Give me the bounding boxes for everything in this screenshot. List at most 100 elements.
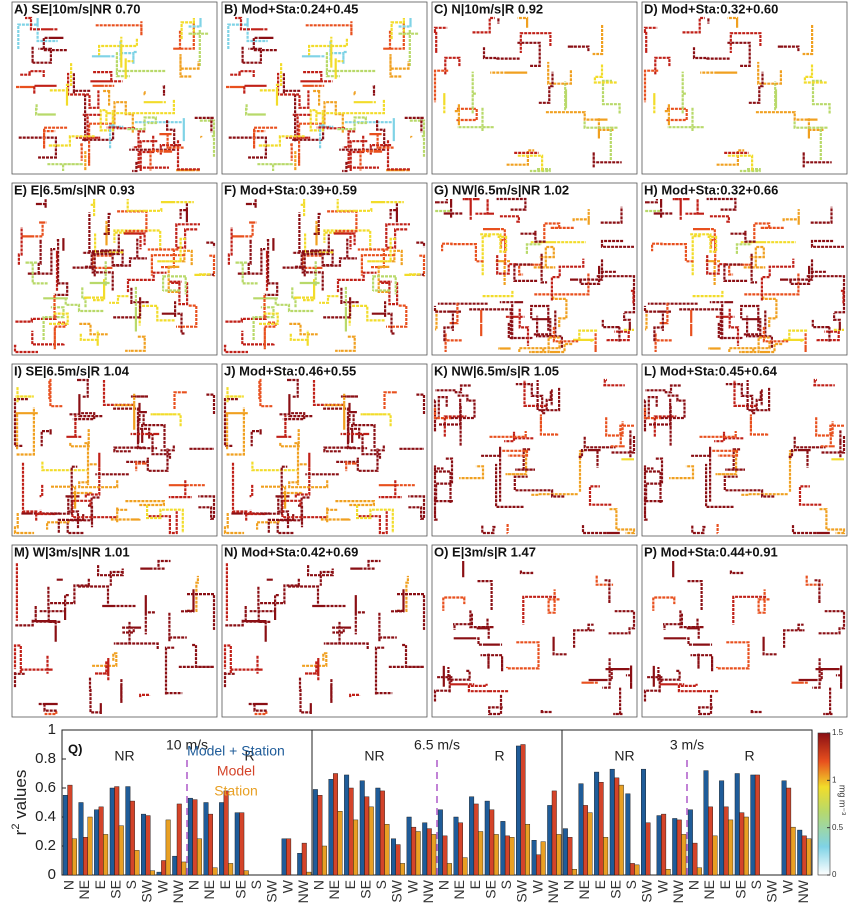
x-tick-label: E [92, 880, 108, 889]
map-panel: C) N|10m/s|R 0.92 [432, 2, 637, 174]
bar [724, 807, 729, 875]
bar [213, 868, 218, 875]
bar [427, 829, 432, 875]
bar [103, 834, 108, 875]
map-panel: P) Mod+Sta:0.44+0.91 [642, 545, 847, 717]
x-tick-label: W [654, 879, 670, 893]
x-tick-label: NE [326, 880, 342, 899]
road [354, 92, 355, 94]
map-panel: B) Mod+Sta:0.24+0.45 [222, 2, 427, 174]
map-panel: F) Mod+Sta:0.39+0.59 [222, 183, 427, 355]
bar [641, 769, 646, 875]
bar [244, 871, 249, 875]
bar [422, 823, 427, 875]
bar [786, 788, 791, 875]
bar [344, 775, 349, 875]
bar [228, 863, 233, 875]
bar [536, 855, 541, 875]
y-tick-label: 0.4 [35, 808, 56, 825]
bar [172, 856, 177, 875]
bar [735, 774, 740, 876]
bar [360, 781, 365, 875]
x-tick-label: E [592, 880, 608, 889]
map-panel: M) W|3m/s|NR 1.01 [12, 545, 217, 717]
subgroup-label: R [744, 748, 754, 764]
bar [494, 834, 499, 875]
x-tick-label: S [748, 880, 764, 889]
y-axis-label: r2 values [10, 770, 31, 836]
bar [454, 817, 459, 875]
x-tick-label: SW [264, 879, 280, 902]
bar [240, 813, 245, 875]
bar [626, 794, 631, 875]
figure: A) SE|10m/s|NR 0.70B) Mod+Sta:0.24+0.45C… [0, 0, 848, 905]
panel-frame [432, 183, 637, 355]
panel-title: P) Mod+Sta:0.44+0.91 [644, 545, 778, 560]
x-tick-label: NE [76, 880, 92, 899]
x-tick-label: N [61, 880, 77, 890]
bar [150, 871, 155, 875]
bar [297, 853, 302, 875]
bar [485, 801, 490, 875]
page: {"panels": ["A) SE|10m/s|NR 0.70", "B) M… [0, 0, 848, 905]
bar [135, 850, 140, 875]
bar [458, 823, 463, 875]
bar [704, 771, 709, 875]
map-panel: N) Mod+Sta:0.42+0.69 [222, 545, 427, 717]
bar [110, 788, 115, 875]
x-tick-label: W [279, 879, 295, 893]
panel-title: J) Mod+Sta:0.46+0.55 [224, 364, 356, 379]
panel-title: N) Mod+Sta:0.42+0.69 [224, 545, 358, 560]
x-tick-label: S [373, 880, 389, 889]
bar [516, 746, 521, 875]
x-tick-label: W [779, 879, 795, 893]
bar [193, 800, 198, 875]
bar [365, 797, 370, 875]
bar [619, 785, 624, 875]
x-tick-label: S [248, 880, 264, 889]
bar [224, 791, 229, 875]
colorbar-tick-label: 1.5 [832, 728, 844, 737]
panel-frame [432, 2, 637, 174]
bar [579, 784, 584, 875]
bar [146, 816, 151, 875]
bar [400, 863, 405, 875]
panel-title: M) W|3m/s|NR 1.01 [14, 545, 130, 560]
bar [166, 820, 171, 875]
bar [411, 827, 416, 875]
colorbar-tick-label: 1 [832, 775, 837, 784]
road [404, 274, 420, 275]
x-tick-label: SW [139, 879, 155, 902]
bar [177, 804, 182, 875]
map-panel: E) E|6.5m/s|NR 0.93 [12, 183, 217, 355]
road [144, 92, 145, 94]
colorbar-tick-label: 0.5 [832, 823, 844, 832]
panel-frame [642, 364, 847, 536]
subgroup-label: NR [364, 748, 384, 764]
panel-frame [642, 2, 847, 174]
bar [157, 872, 162, 875]
panel-title: O) E|3m/s|R 1.47 [434, 545, 536, 560]
bar [610, 769, 615, 875]
x-tick-label: S [123, 880, 139, 889]
road [194, 274, 210, 275]
panel-title: L) Mod+Sta:0.45+0.64 [644, 364, 778, 379]
bar [713, 836, 718, 875]
bar [510, 837, 515, 875]
y-tick-label: 0.2 [35, 837, 56, 854]
bar [682, 834, 687, 875]
panel-frame [12, 2, 217, 174]
x-tick-label: SW [514, 879, 530, 902]
bar [219, 803, 224, 876]
x-tick-label: NE [201, 880, 217, 899]
bar [353, 820, 358, 875]
x-tick-label: NE [576, 880, 592, 899]
bar [318, 795, 323, 875]
x-tick-label: NW [545, 879, 561, 903]
bar [385, 824, 390, 875]
bar [407, 817, 412, 875]
bar [235, 813, 240, 875]
x-tick-label: NW [795, 879, 811, 903]
bar [521, 745, 526, 876]
bar [197, 839, 202, 875]
